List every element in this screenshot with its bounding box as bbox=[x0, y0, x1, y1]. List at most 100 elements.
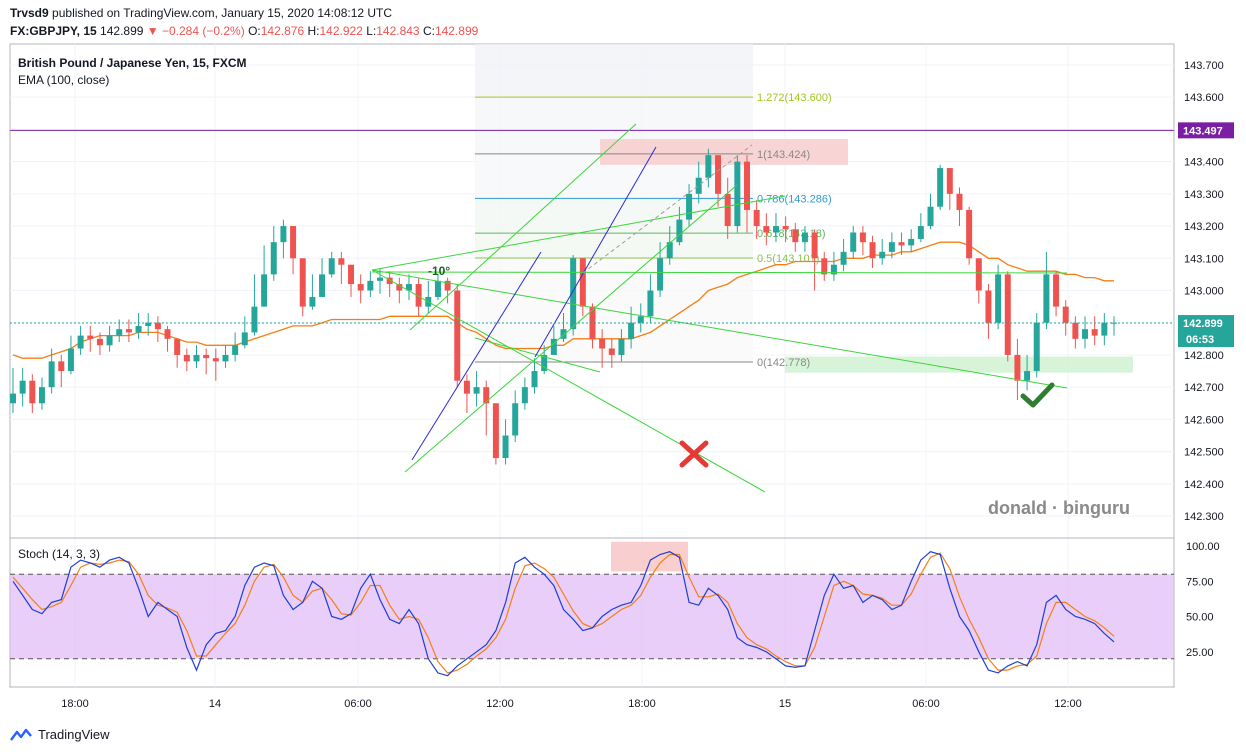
candle-body bbox=[251, 306, 258, 333]
watermark: donald · binguru bbox=[988, 498, 1130, 518]
fib-zone-5 bbox=[475, 257, 753, 363]
candle-body bbox=[328, 258, 335, 275]
stoch-tick-label: 50.00 bbox=[1186, 612, 1214, 624]
fib-level-label: 1.272(143.600) bbox=[757, 92, 832, 104]
candle-body bbox=[869, 242, 876, 259]
close-value: 142.899 bbox=[434, 24, 479, 38]
fib-level-label: 0.786(143.286) bbox=[757, 193, 832, 205]
fib-level-label: 0.5(143.101) bbox=[757, 253, 819, 265]
candle-body bbox=[367, 280, 374, 291]
candle-body bbox=[512, 403, 519, 436]
resistance-box bbox=[600, 139, 848, 165]
hline-price-tag-label: 143.497 bbox=[1183, 125, 1223, 137]
candle-body bbox=[792, 229, 799, 243]
price-tick-label: 142.600 bbox=[1184, 414, 1224, 426]
candle-body bbox=[560, 329, 567, 339]
candle-body bbox=[917, 226, 924, 239]
candle-body bbox=[811, 232, 818, 259]
candle-body bbox=[1014, 354, 1021, 381]
candle-body bbox=[463, 380, 470, 394]
candle-body bbox=[908, 238, 915, 246]
candle-body bbox=[676, 219, 683, 243]
candle-body bbox=[1004, 274, 1011, 355]
candle-body bbox=[541, 354, 548, 372]
candle-body bbox=[1053, 274, 1060, 307]
fib-zone-786 bbox=[475, 198, 753, 234]
candle-body bbox=[1072, 322, 1079, 339]
candle-body bbox=[753, 209, 760, 227]
publisher-name[interactable]: Trvsd9 bbox=[10, 6, 49, 20]
candle-body bbox=[502, 435, 509, 459]
stoch-overbought-box bbox=[611, 541, 688, 572]
price-chart[interactable]: 1.272(143.600) 1(143.424) 0.786(143.286) 0.… bbox=[0, 0, 1246, 720]
red-x-icon bbox=[679, 440, 709, 468]
stoch-legend: Stoch (14, 3, 3) bbox=[18, 547, 100, 561]
fan-line-5 bbox=[474, 337, 601, 373]
fib-level-label: 0(142.778) bbox=[757, 357, 810, 369]
fan-line-3 bbox=[371, 195, 786, 271]
candle-body bbox=[473, 387, 480, 394]
candle-body bbox=[628, 322, 635, 339]
support-box bbox=[785, 356, 1133, 373]
candle-body bbox=[589, 306, 596, 339]
candle-body bbox=[309, 296, 316, 307]
last-price-tag bbox=[1178, 315, 1234, 348]
low-value: 142.843 bbox=[376, 24, 420, 38]
candle-body bbox=[888, 242, 895, 252]
fan-line-2 bbox=[371, 269, 1068, 389]
candle-body bbox=[850, 232, 857, 252]
candle-body bbox=[58, 361, 65, 372]
candle-body bbox=[956, 193, 963, 210]
candle-body bbox=[637, 316, 644, 323]
countdown-label: 06:53 bbox=[1186, 334, 1214, 346]
candle-body bbox=[521, 387, 528, 404]
candle-body bbox=[744, 161, 750, 210]
candle-body bbox=[212, 358, 219, 362]
candle-body bbox=[444, 280, 451, 291]
candle-body bbox=[241, 332, 248, 346]
drawings bbox=[10, 123, 1174, 493]
low-label: L: bbox=[366, 24, 377, 38]
candle-body bbox=[386, 277, 393, 285]
candle-body bbox=[96, 338, 103, 346]
candle-body bbox=[763, 226, 770, 233]
fib-zone-top bbox=[475, 44, 753, 98]
candle-body bbox=[657, 258, 664, 291]
time-tick-label: 12:00 bbox=[486, 698, 514, 710]
candle-body bbox=[647, 290, 654, 317]
time-tick-label: 18:00 bbox=[628, 698, 656, 710]
candle-body bbox=[29, 380, 36, 404]
candle-body bbox=[483, 387, 490, 404]
candle-body bbox=[801, 232, 808, 243]
candle-body bbox=[19, 380, 26, 394]
fib-zone-618 bbox=[475, 233, 753, 258]
candle-body bbox=[1091, 329, 1098, 336]
candle-body bbox=[975, 258, 982, 291]
footer-brand[interactable]: TradingView bbox=[38, 727, 110, 742]
candle-body bbox=[995, 274, 1002, 323]
candle-body bbox=[1082, 329, 1089, 339]
high-label: H: bbox=[307, 24, 320, 38]
trend-line-1 bbox=[411, 251, 542, 461]
angle-label: -10° bbox=[428, 264, 450, 278]
open-label: O: bbox=[248, 24, 261, 38]
price-tick-label: 143.200 bbox=[1184, 221, 1224, 233]
high-value: 142.922 bbox=[319, 24, 363, 38]
candle-body bbox=[183, 354, 190, 362]
candle-body bbox=[608, 348, 615, 355]
fib-trend-line bbox=[582, 144, 753, 274]
footer: TradingView bbox=[10, 727, 110, 742]
candle-body bbox=[48, 361, 55, 388]
candle-body bbox=[946, 168, 953, 194]
candle-body bbox=[898, 242, 905, 246]
candle-body bbox=[396, 284, 403, 291]
price-tick-label: 142.800 bbox=[1184, 350, 1224, 362]
candle-body bbox=[821, 258, 828, 275]
candle-body bbox=[338, 258, 345, 265]
candle-body bbox=[830, 264, 837, 275]
candle-body bbox=[686, 193, 693, 220]
candle-body bbox=[270, 242, 277, 275]
candle-body bbox=[859, 232, 866, 243]
time-tick-label: 12:00 bbox=[1054, 698, 1082, 710]
price-tick-label: 142.700 bbox=[1184, 382, 1224, 394]
